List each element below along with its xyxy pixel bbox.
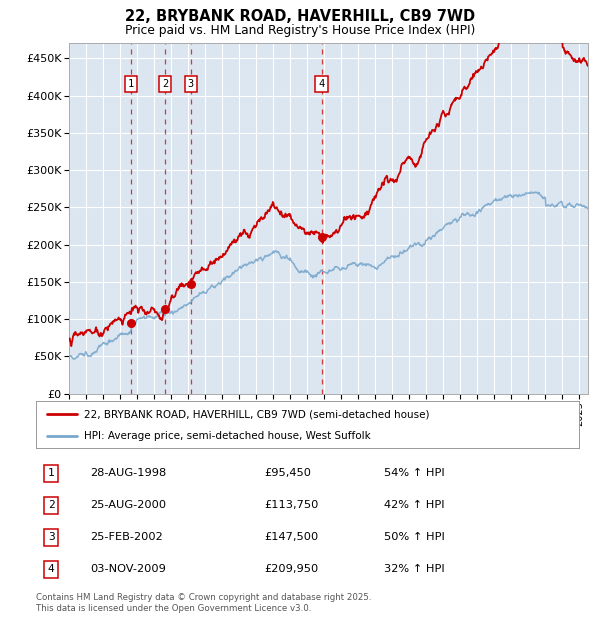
Text: Price paid vs. HM Land Registry's House Price Index (HPI): Price paid vs. HM Land Registry's House … bbox=[125, 24, 475, 37]
Text: 3: 3 bbox=[188, 79, 194, 89]
Text: 1: 1 bbox=[128, 79, 134, 89]
Text: 28-AUG-1998: 28-AUG-1998 bbox=[91, 468, 167, 478]
Text: £147,500: £147,500 bbox=[264, 532, 319, 542]
Text: 50% ↑ HPI: 50% ↑ HPI bbox=[383, 532, 445, 542]
Text: HPI: Average price, semi-detached house, West Suffolk: HPI: Average price, semi-detached house,… bbox=[84, 430, 371, 441]
Text: 22, BRYBANK ROAD, HAVERHILL, CB9 7WD (semi-detached house): 22, BRYBANK ROAD, HAVERHILL, CB9 7WD (se… bbox=[84, 409, 429, 419]
Text: Contains HM Land Registry data © Crown copyright and database right 2025.
This d: Contains HM Land Registry data © Crown c… bbox=[36, 593, 371, 613]
Text: 22, BRYBANK ROAD, HAVERHILL, CB9 7WD: 22, BRYBANK ROAD, HAVERHILL, CB9 7WD bbox=[125, 9, 475, 24]
Text: 03-NOV-2009: 03-NOV-2009 bbox=[91, 564, 166, 574]
Text: £113,750: £113,750 bbox=[264, 500, 319, 510]
Text: £95,450: £95,450 bbox=[264, 468, 311, 478]
Text: 3: 3 bbox=[48, 532, 55, 542]
Text: 32% ↑ HPI: 32% ↑ HPI bbox=[383, 564, 444, 574]
Text: 4: 4 bbox=[48, 564, 55, 574]
Text: 25-AUG-2000: 25-AUG-2000 bbox=[91, 500, 166, 510]
Text: 25-FEB-2002: 25-FEB-2002 bbox=[91, 532, 163, 542]
Text: 2: 2 bbox=[48, 500, 55, 510]
Text: 42% ↑ HPI: 42% ↑ HPI bbox=[383, 500, 444, 510]
Text: 1: 1 bbox=[48, 468, 55, 478]
Text: 4: 4 bbox=[319, 79, 325, 89]
Text: 2: 2 bbox=[162, 79, 168, 89]
Text: £209,950: £209,950 bbox=[264, 564, 319, 574]
Text: 54% ↑ HPI: 54% ↑ HPI bbox=[383, 468, 444, 478]
